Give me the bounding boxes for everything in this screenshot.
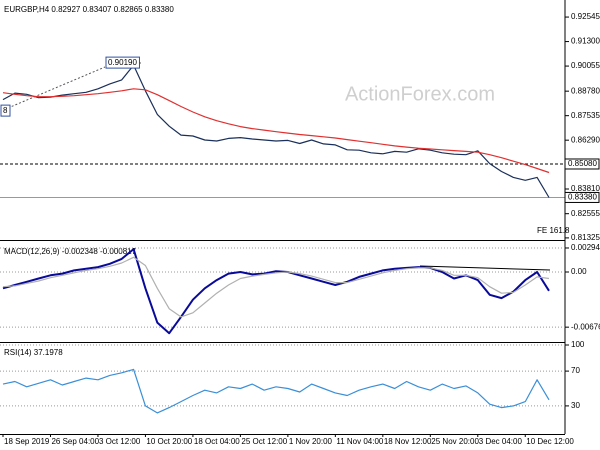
- x-tick-label: 26 Sep 04:00: [51, 437, 99, 446]
- x-tick-label: 10 Dec 12:00: [526, 437, 574, 446]
- y-tick-label: 0.88780: [571, 86, 600, 95]
- y-tick-label: 0.90055: [571, 61, 600, 70]
- fib-line: [7, 66, 106, 109]
- y-tick-label: 0.00: [571, 267, 587, 276]
- x-tick-label: 18 Oct 04:00: [194, 437, 240, 446]
- y-tick-label: 70: [571, 366, 580, 375]
- y-tick-label: -0.006761: [571, 322, 600, 331]
- x-tick-label: 11 Nov 04:00: [336, 437, 384, 446]
- annotation-box: [0, 104, 11, 117]
- annotation: 0.90190: [108, 58, 137, 67]
- y-tick-label: 0.82555: [571, 209, 600, 218]
- series-line: [2, 256, 550, 318]
- y-tick-label: 100: [571, 340, 585, 349]
- y-tick-label: 0.86290: [571, 135, 600, 144]
- x-tick-label: 1 Nov 20:00: [289, 437, 333, 446]
- annotation: FE 161.8: [537, 226, 570, 235]
- panel-title: EURGBP,H4 0.82927 0.83407 0.82865 0.8338…: [4, 5, 174, 14]
- price-level-label: 0.85080: [568, 159, 597, 168]
- series-line: [2, 368, 550, 414]
- annotation: 8: [3, 106, 8, 115]
- x-tick-label: 25 Nov 20:00: [431, 437, 479, 446]
- x-tick-label: 18 Sep 2019: [4, 437, 50, 446]
- y-tick-label: 0.87535: [571, 111, 600, 120]
- x-tick-label: 3 Dec 04:00: [479, 437, 523, 446]
- y-tick-label: 0.83810: [571, 184, 600, 193]
- series-line: [2, 88, 550, 174]
- price-level-label: 0.83380: [568, 193, 597, 202]
- y-tick-label: 0.92545: [571, 12, 600, 21]
- y-tick-label: 0.002942: [571, 243, 600, 252]
- y-tick-label: 0.81325: [571, 233, 600, 242]
- panel-title: RSI(14) 37.1978: [4, 348, 63, 357]
- annotation-box: [105, 56, 140, 69]
- macd-trend-line: [419, 265, 551, 271]
- x-tick-label: 18 Nov 12:00: [384, 437, 432, 446]
- price-level-box: [564, 158, 600, 170]
- x-tick-label: 25 Oct 12:00: [241, 437, 287, 446]
- series-line: [2, 64, 550, 198]
- price-level-box: [564, 191, 600, 203]
- y-tick-label: 0.91300: [571, 37, 600, 46]
- series-line: [2, 248, 550, 335]
- x-tick-label: 10 Oct 20:00: [146, 437, 192, 446]
- watermark: ActionForex.com: [345, 83, 495, 105]
- x-tick-label: 3 Oct 12:00: [99, 437, 141, 446]
- y-tick-label: 30: [571, 401, 580, 410]
- panel-title: MACD(12,26,9) -0.002348 -0.000817: [4, 247, 137, 256]
